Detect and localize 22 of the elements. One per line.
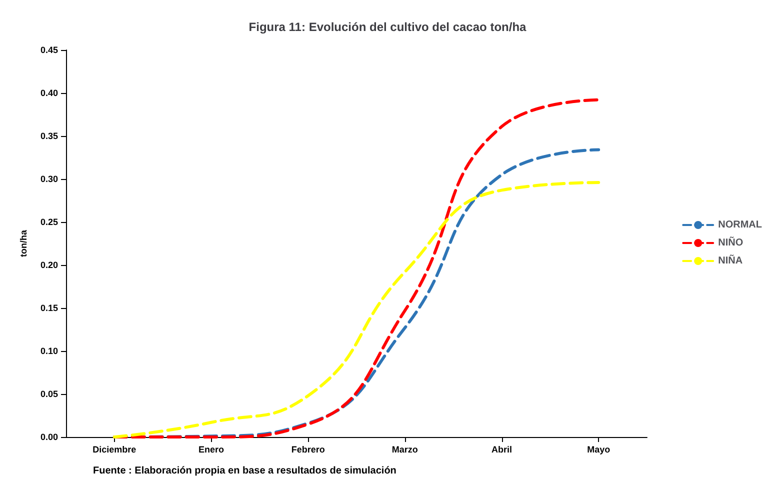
y-tick-label: 0.10 xyxy=(40,346,58,356)
y-axis-title: ton/ha xyxy=(18,229,28,257)
legend-label: NIÑA xyxy=(718,254,743,266)
x-tick-label: Marzo xyxy=(392,444,418,454)
y-tick-label: 0.00 xyxy=(40,432,58,442)
y-tick-label: 0.15 xyxy=(40,303,58,313)
y-tick-label: 0.35 xyxy=(40,131,58,141)
y-tick-label: 0.25 xyxy=(40,217,58,227)
legend-label: NORMAL xyxy=(718,220,762,230)
y-tick-label: 0.20 xyxy=(40,260,58,270)
legend-label: NIÑO xyxy=(718,236,744,248)
chart-title: Figura 11: Evolución del cultivo del cacao ton/ha xyxy=(248,20,527,34)
x-tick-label: Diciembre xyxy=(92,444,136,454)
x-tick-label: Mayo xyxy=(587,444,611,454)
y-tick-label: 0.45 xyxy=(40,45,58,55)
y-tick-label: 0.40 xyxy=(40,88,58,98)
x-tick-label: Enero xyxy=(198,444,224,454)
x-tick-label: Febrero xyxy=(291,444,326,454)
y-tick-label: 0.30 xyxy=(40,174,58,184)
source-note: Fuente : Elaboración propia en base a resultados de simulación xyxy=(93,466,396,476)
x-tick-label: Abril xyxy=(491,444,512,454)
y-tick-label: 0.05 xyxy=(40,389,58,399)
